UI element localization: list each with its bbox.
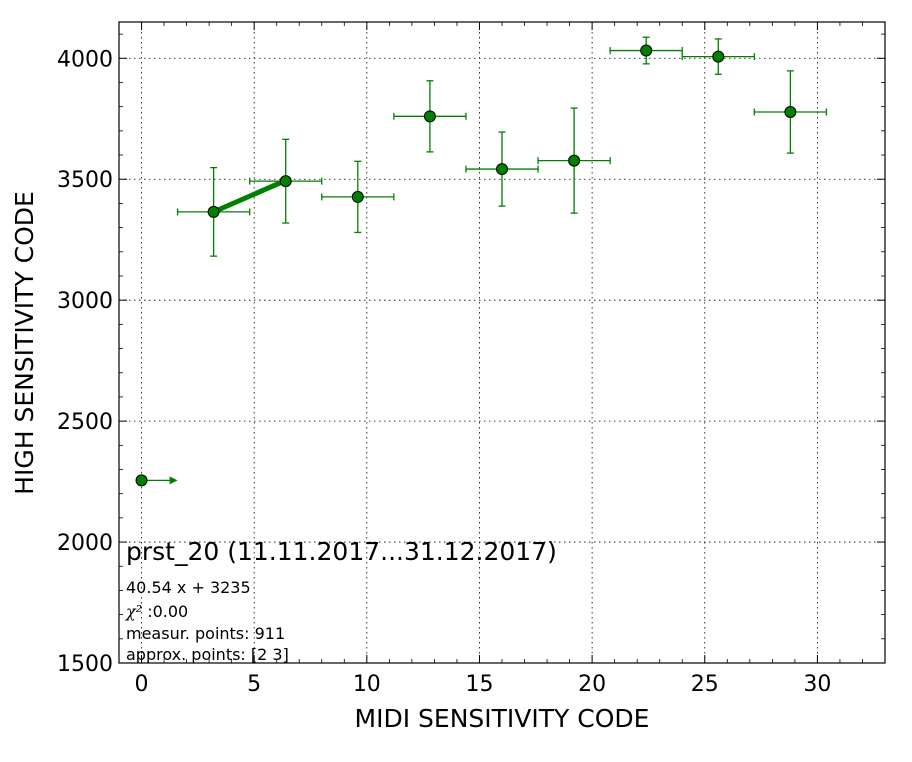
data-point [279,175,292,188]
y-tick-label: 4000 [57,47,113,72]
x-tick-label: 30 [803,672,831,697]
data-point [207,205,220,218]
data-point [423,110,436,123]
chi-symbol: χ² [125,602,142,621]
major-ticks [119,22,885,664]
fit-line [212,178,287,215]
y-tick-label: 2000 [57,531,113,556]
annotation-title: prst_20 (11.11.2017...31.12.2017) [126,537,557,566]
data-point [640,44,653,57]
data-point [496,163,508,176]
x-tick-labels: 0 5 10 15 20 25 30 [135,672,832,697]
annotation-measur-points: measur. points: 911 [126,624,285,643]
data-point [568,154,581,167]
annotation-formula: 40.54 x + 3235 [126,578,251,597]
y-tick-label: 2500 [57,410,113,435]
plot-frame [118,21,886,664]
grid [119,22,885,663]
data-point [712,50,725,63]
fit-line-group [212,178,287,215]
error-bars [141,36,828,485]
y-axis-title: HIGH SENSITIVITY CODE [10,191,39,495]
minor-ticks [118,22,886,663]
x-tick-label: 20 [578,672,606,697]
x-tick-label: 15 [465,672,493,697]
data-point [135,474,148,487]
y-tick-label: 3500 [57,168,113,193]
x-tick-label: 10 [353,672,381,697]
x-limit-arrow-head [169,476,178,485]
x-axis-title: MIDI SENSITIVITY CODE [355,704,650,733]
annotation: prst_20 (11.11.2017...31.12.2017) 40.54 … [125,537,557,664]
data-point [784,105,797,118]
chi-value: :0.00 [142,602,188,621]
y-tick-label: 3000 [57,289,113,314]
annotation-chi: χ² :0.00 [125,602,188,621]
annotation-approx-points: approx. points: [2 3] [126,645,289,664]
x-tick-label: 0 [135,672,149,697]
y-tick-labels: 1500 2000 2500 3000 3500 4000 [57,47,113,677]
y-tick-label: 1500 [57,652,113,677]
data-point [351,190,364,203]
x-tick-label: 25 [691,672,719,697]
data-points [135,44,797,487]
x-tick-label: 5 [247,672,261,697]
